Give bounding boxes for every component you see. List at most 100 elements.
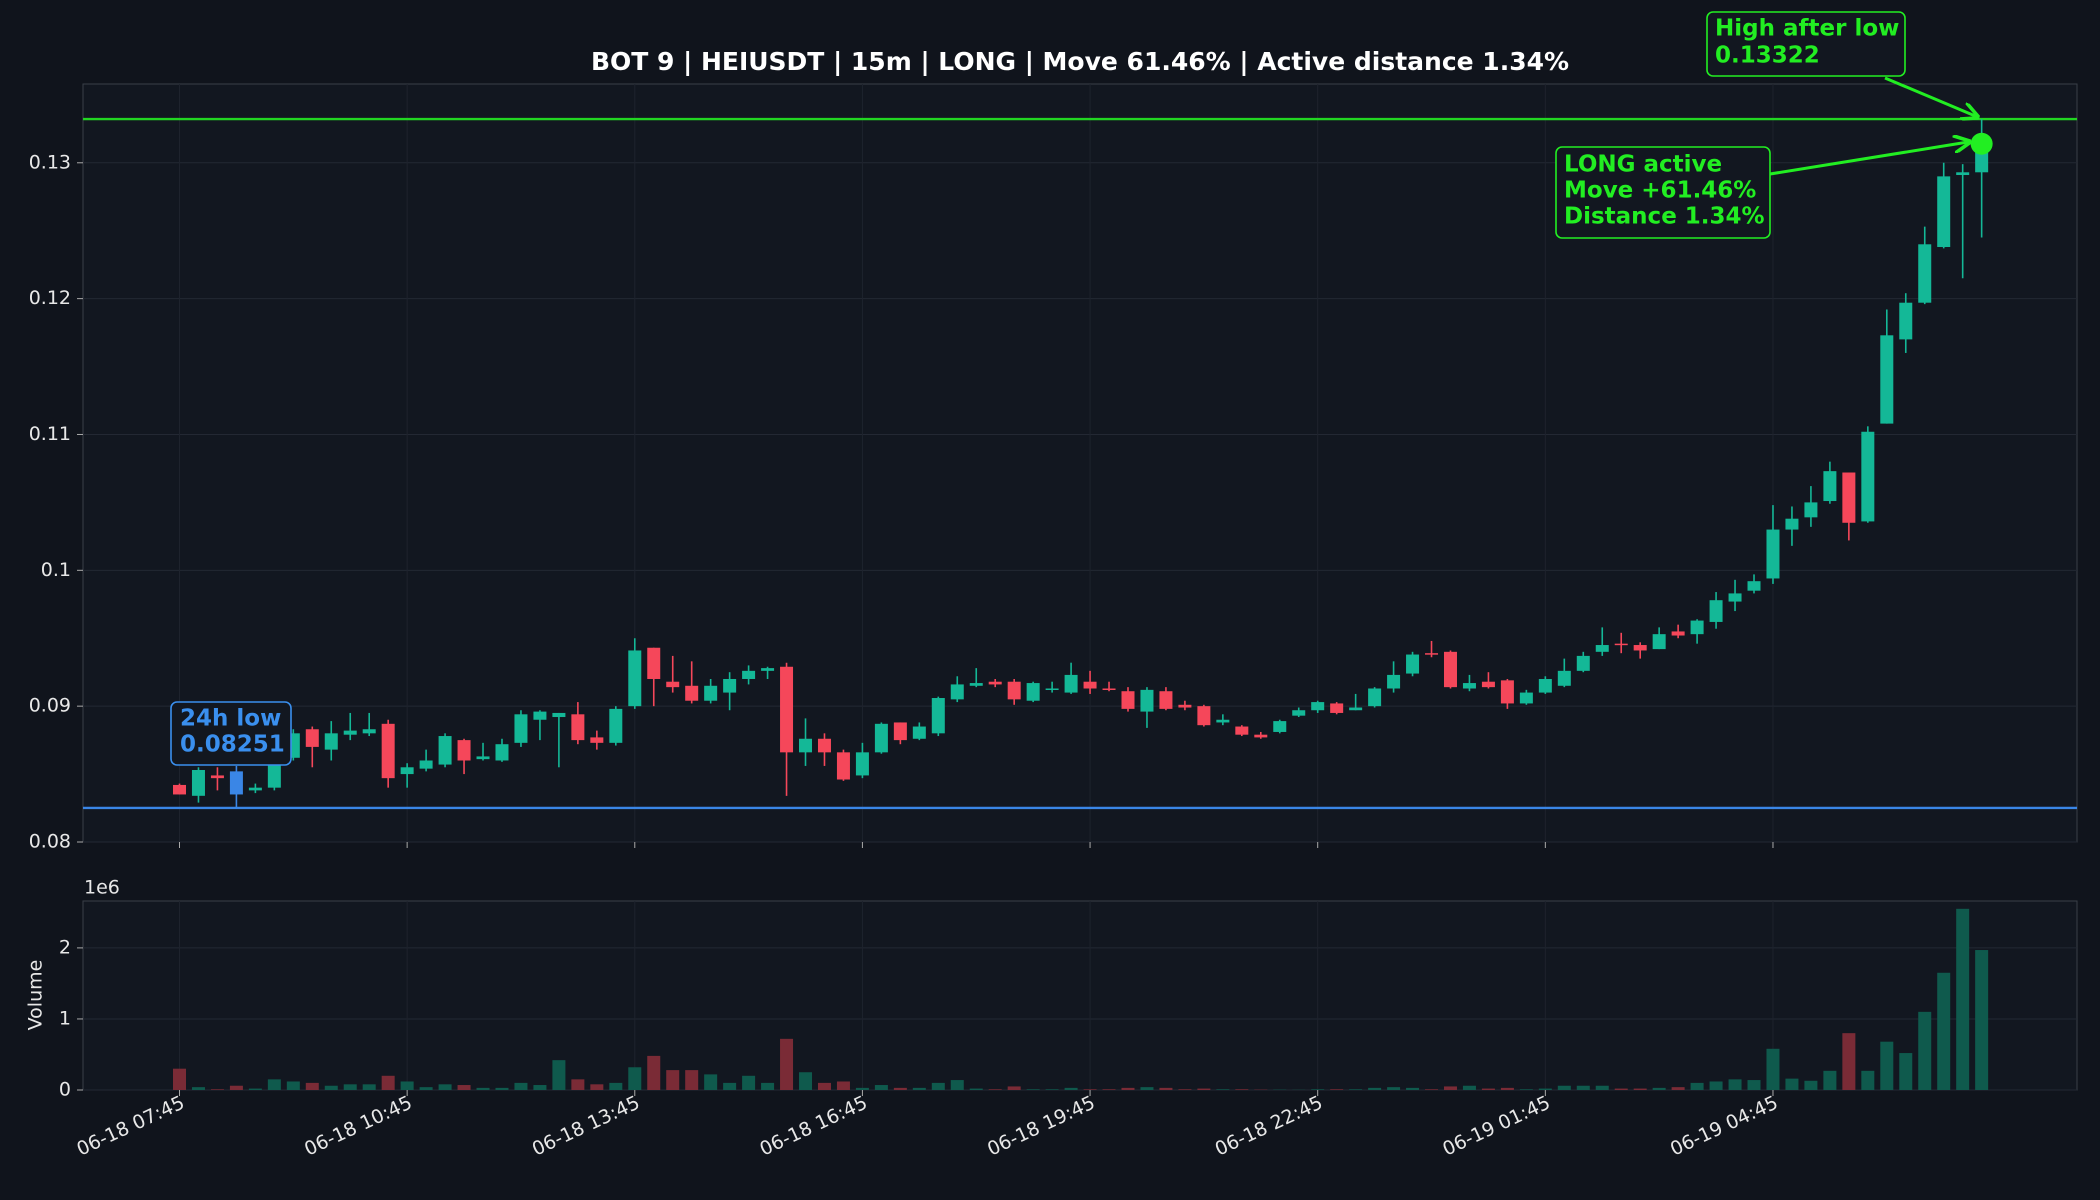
- volume-bar: [571, 1079, 585, 1090]
- volume-bar: [590, 1084, 604, 1090]
- volume-bar: [173, 1068, 186, 1090]
- volume-bar: [1064, 1087, 1078, 1090]
- candle-body: [343, 730, 357, 735]
- candle-body: [533, 711, 547, 720]
- candle-body: [514, 714, 528, 743]
- volume-bar: [609, 1082, 623, 1090]
- candle-body: [1918, 244, 1932, 303]
- candle-body: [438, 736, 452, 765]
- candle-body: [229, 771, 243, 795]
- candle-body: [1633, 645, 1647, 651]
- candle-body: [1425, 653, 1439, 655]
- volume-bar: [324, 1085, 338, 1090]
- candle-body: [874, 723, 888, 753]
- candle-body: [988, 681, 1002, 685]
- candle-body: [1178, 704, 1192, 708]
- volume-bar: [1766, 1048, 1780, 1090]
- candle-body: [1595, 645, 1609, 652]
- candle-body: [1614, 643, 1628, 646]
- candle-body: [400, 767, 414, 775]
- candle-body: [1481, 681, 1495, 688]
- candle-body: [817, 738, 831, 753]
- candle-body: [1747, 581, 1761, 591]
- volume-bar: [1311, 1089, 1325, 1090]
- candle-body: [742, 670, 756, 679]
- volume-bar: [1481, 1088, 1495, 1090]
- candle-body: [855, 752, 869, 776]
- candle-body: [476, 756, 490, 760]
- candle-body: [1083, 681, 1097, 689]
- candle-body: [1216, 719, 1230, 723]
- candle-body: [1349, 707, 1363, 711]
- volume-bar: [1804, 1080, 1818, 1090]
- candle-body: [1368, 688, 1382, 707]
- y-tick-label: 0.12: [29, 287, 71, 309]
- candle-body: [1159, 691, 1173, 709]
- candle-body: [1462, 683, 1476, 689]
- annotation-text: High after low: [1715, 16, 1899, 42]
- candle-body: [1330, 703, 1344, 713]
- annotation-text: Distance 1.34%: [1564, 204, 1765, 230]
- volume-panel: [82, 900, 2078, 1091]
- y-tick-label: 2: [59, 936, 71, 958]
- volume-bar: [419, 1087, 433, 1090]
- volume-bar: [969, 1088, 983, 1090]
- candle-body: [723, 678, 737, 693]
- candle-body: [1406, 654, 1420, 674]
- annotation-text: LONG active: [1564, 152, 1722, 178]
- candle-body: [799, 738, 813, 753]
- volume-bar: [1671, 1087, 1685, 1090]
- volume-bar: [210, 1089, 224, 1090]
- candle-body: [1387, 674, 1401, 689]
- candle-body: [1443, 651, 1457, 688]
- volume-bar: [1235, 1089, 1249, 1090]
- volume-bar: [476, 1087, 490, 1090]
- volume-bar: [1121, 1087, 1135, 1090]
- candle-body: [685, 685, 699, 701]
- candle-body: [1861, 431, 1875, 522]
- volume-bar: [1007, 1086, 1021, 1090]
- volume-bar: [362, 1084, 376, 1090]
- candle-body: [1045, 688, 1059, 690]
- volume-bar: [1956, 908, 1970, 1090]
- volume-bar: [1500, 1087, 1514, 1090]
- candle-body: [305, 729, 319, 747]
- volume-bar: [1216, 1089, 1230, 1090]
- volume-bar: [1785, 1078, 1799, 1090]
- candle-body: [969, 683, 983, 686]
- candle-body: [1557, 670, 1571, 686]
- volume-bar: [1937, 972, 1951, 1090]
- y-tick-label: 0: [59, 1079, 71, 1101]
- volume-bar: [628, 1067, 642, 1090]
- candle-body: [912, 726, 926, 739]
- candle-body: [1690, 620, 1704, 635]
- volume-bar: [874, 1085, 888, 1090]
- candle-body: [1671, 631, 1685, 636]
- candle-body: [191, 770, 205, 796]
- candle-body: [1576, 655, 1590, 671]
- volume-bar: [1576, 1085, 1590, 1090]
- volume-bar: [1159, 1087, 1173, 1090]
- volume-bar: [647, 1055, 661, 1090]
- volume-bar: [780, 1038, 794, 1090]
- volume-bar: [457, 1085, 471, 1090]
- volume-bar: [552, 1060, 566, 1090]
- y-tick-label: 1: [59, 1007, 71, 1029]
- volume-bar: [817, 1082, 831, 1090]
- volume-bar: [1462, 1085, 1476, 1090]
- candle-body: [1273, 721, 1287, 732]
- candle-body: [931, 698, 945, 734]
- volume-bar: [1918, 1011, 1932, 1090]
- annotation-arrow: [1884, 76, 1978, 117]
- candle-body: [647, 647, 661, 679]
- volume-bar: [723, 1082, 737, 1090]
- volume-bar: [229, 1085, 243, 1090]
- volume-bar: [1975, 950, 1989, 1090]
- volume-bar: [666, 1070, 680, 1090]
- volume-bar: [1538, 1088, 1552, 1090]
- volume-bar: [1709, 1081, 1723, 1090]
- volume-bar: [1861, 1070, 1875, 1090]
- y-tick-label: 0.09: [29, 695, 71, 717]
- candle-body: [1538, 678, 1552, 693]
- volume-bar: [1102, 1089, 1116, 1090]
